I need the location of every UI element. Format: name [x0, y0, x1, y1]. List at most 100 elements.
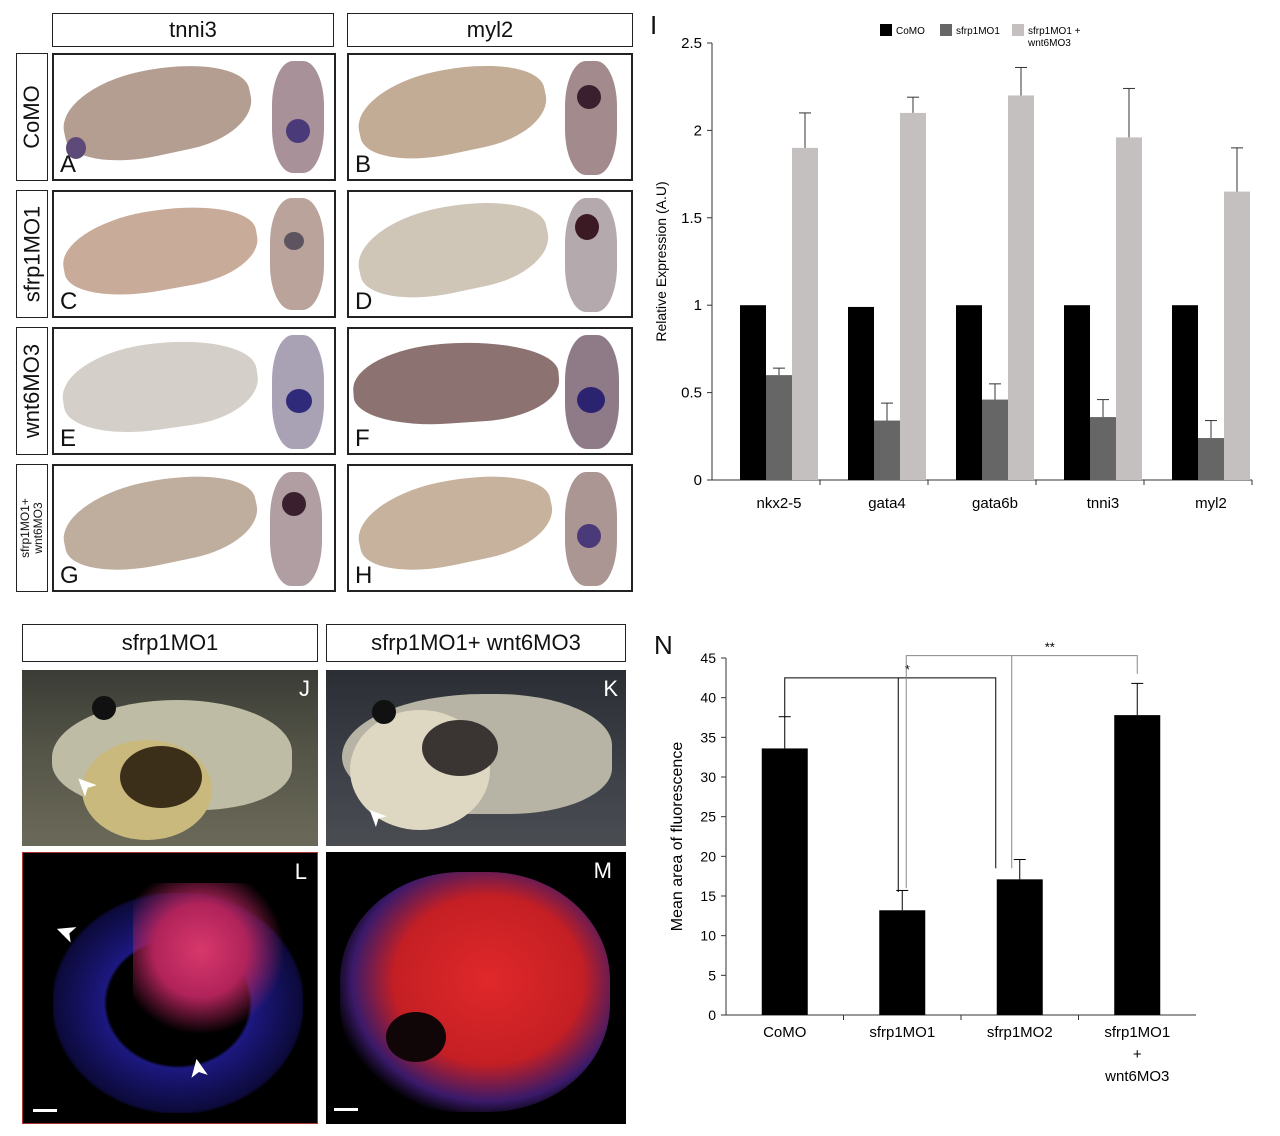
embryo-lateral — [55, 460, 265, 584]
panel-c: C — [52, 190, 336, 318]
legend-label: CoMO — [896, 26, 925, 37]
panel-e: E — [52, 327, 336, 455]
panel-l: ➤ ➤ L — [22, 852, 318, 1124]
bar-sfrp1mo1-wnt6mo3 — [900, 112, 926, 481]
y-tick-label: 1 — [694, 297, 702, 314]
y-tick-label: 35 — [700, 729, 716, 745]
y-tick-label: 10 — [700, 928, 716, 944]
bar — [879, 910, 926, 1015]
panel-d: D — [347, 186, 633, 318]
panel-letter-l: L — [294, 859, 307, 884]
panel-letter-n: N — [654, 630, 673, 660]
y-tick-label: 0 — [694, 472, 702, 489]
pigment-cluster — [422, 720, 498, 776]
x-tick-label: sfrp1MO2 — [987, 1024, 1053, 1041]
y-tick-label: 5 — [708, 967, 716, 983]
legend-label: sfrp1MO1 — [956, 26, 1000, 37]
panel-letter-h: H — [355, 562, 373, 589]
bar-sfrp1mo1-wnt6mo3 — [792, 147, 818, 480]
embryo-lateral — [55, 50, 259, 174]
panel-letter-g: G — [60, 562, 79, 589]
row-label-combo: sfrp1MO1+ wnt6MO3 — [16, 464, 48, 592]
heart-stain — [575, 214, 599, 240]
bar-sfrp1mo1 — [766, 375, 792, 480]
col-header-myl2: myl2 — [347, 13, 633, 47]
panel-letter-e: E — [60, 425, 77, 452]
heart-stain — [286, 389, 312, 413]
panel-letter-i: I — [650, 10, 658, 40]
panel-letter-a: A — [60, 151, 77, 178]
x-tick-label: + — [1133, 1046, 1142, 1063]
legend-swatch — [1012, 24, 1024, 36]
panel-a: A — [52, 50, 336, 181]
panel-letter-j: J — [299, 676, 310, 701]
eye — [372, 700, 396, 724]
chart-i: 0 0.5 1 1.5 2 2.5 Relative Expression (A.U) nkx… — [653, 24, 1253, 512]
bar-sfrp1mo1 — [1198, 438, 1224, 480]
heart-stain — [577, 524, 601, 548]
bar-sfrp1mo1-wnt6mo3 — [1224, 191, 1250, 480]
panel-k: ➤ K — [326, 670, 626, 846]
panel-g: G — [52, 460, 336, 592]
x-tick-label: sfrp1MO1 — [1104, 1024, 1170, 1041]
y-tick-label: 2.5 — [681, 35, 702, 52]
embryo-stain — [66, 137, 86, 159]
panel-h: H — [347, 460, 633, 592]
row-label-wnt6mo3: wnt6MO3 — [16, 327, 48, 455]
x-tick-label: sfrp1MO1 — [869, 1024, 935, 1041]
y-tick-label: 0.5 — [681, 385, 702, 402]
y-tick-label: 15 — [700, 888, 716, 904]
bar-sfrp1mo1 — [874, 420, 900, 480]
tissue-red — [340, 872, 610, 1112]
embryo-lateral — [350, 335, 562, 431]
x-tick-label: tnni3 — [1087, 495, 1120, 512]
embryo-lateral — [56, 329, 264, 443]
x-tick-label: nkx2-5 — [756, 495, 801, 512]
embryo-ventral — [270, 198, 324, 310]
embryo-lateral — [350, 186, 556, 312]
y-axis-label: Relative Expression (A.U) — [653, 181, 669, 341]
panel-b: B — [347, 50, 633, 181]
panel-letter-f: F — [355, 425, 370, 452]
panel-letter-m: M — [593, 858, 612, 883]
chart-n: 0 5 10 15 20 25 30 35 40 45 Mean area of fluoresce… — [669, 640, 1196, 1085]
heart-stain — [284, 232, 304, 250]
bar — [996, 879, 1043, 1015]
embryo-lateral — [350, 460, 560, 584]
panel-m: M — [326, 852, 626, 1124]
panel-j: ➤ J — [22, 670, 318, 846]
bar — [761, 748, 808, 1015]
panel-letter-d: D — [355, 288, 373, 315]
x-tick-label: CoMO — [763, 1024, 806, 1041]
x-tick-label: wnt6MO3 — [1104, 1068, 1169, 1085]
panel-f: F — [347, 327, 633, 455]
y-tick-label: 1.5 — [681, 210, 702, 227]
significance-bracket — [784, 677, 997, 869]
legend-label: wnt6MO3 — [1027, 38, 1071, 49]
row-label-como: CoMO — [16, 53, 48, 181]
y-axis-label: Mean area of fluorescence — [669, 742, 686, 932]
heart-stain — [286, 119, 310, 143]
tissue-red — [133, 883, 283, 1033]
col-header-sfrp1mo1: sfrp1MO1 — [22, 624, 318, 662]
bar-sfrp1mo1 — [982, 399, 1008, 480]
scale-bar — [33, 1109, 57, 1112]
y-tick-label: 0 — [708, 1007, 716, 1023]
embryo-ventral — [272, 61, 324, 173]
x-tick-label: gata4 — [868, 495, 906, 512]
eye — [92, 696, 116, 720]
y-tick-label: 20 — [700, 848, 716, 864]
significance-label: * — [905, 662, 910, 677]
y-tick-label: 2 — [694, 122, 702, 139]
bar — [1114, 715, 1161, 1015]
embryo-lateral — [56, 193, 264, 307]
col-header-tnni3: tnni3 — [52, 13, 334, 47]
bar-como — [1064, 305, 1090, 480]
bar-como — [956, 305, 982, 480]
heart-stain — [577, 387, 605, 413]
y-tick-label: 40 — [700, 690, 716, 706]
embryo-ventral — [565, 61, 617, 175]
y-tick-label: 30 — [700, 769, 716, 785]
lumen-dark — [386, 1012, 446, 1062]
legend-label: sfrp1MO1 + — [1028, 26, 1081, 37]
